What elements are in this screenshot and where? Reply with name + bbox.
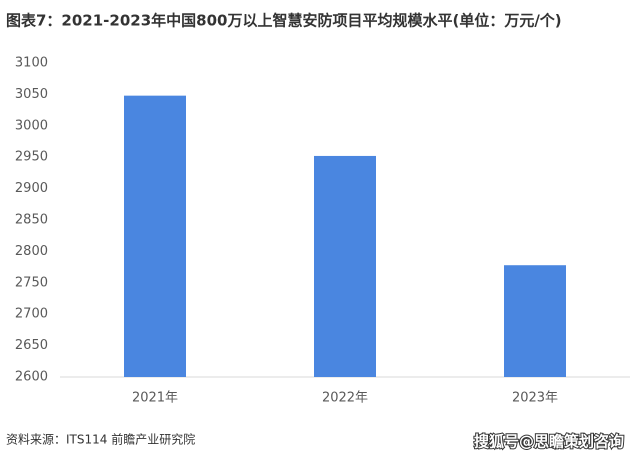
y-tick-label: 3050 — [15, 87, 48, 102]
chart-title: 图表7：2021-2023年中国800万以上智慧安防项目平均规模水平(单位：万元… — [6, 12, 562, 30]
y-tick-label: 2650 — [15, 338, 48, 353]
y-tick-label: 2750 — [15, 275, 48, 290]
x-tick-label: 2021年 — [132, 391, 178, 406]
x-tick-label: 2022年 — [322, 391, 368, 406]
y-tick-label: 2700 — [15, 307, 48, 322]
y-tick-label: 2850 — [15, 213, 48, 228]
y-tick-label: 2900 — [15, 181, 48, 196]
y-tick-label: 2950 — [15, 150, 48, 165]
y-tick-label: 3100 — [15, 56, 48, 71]
watermark: 搜狐号@思瞻策划咨询 — [474, 433, 624, 451]
y-tick-label: 3000 — [15, 118, 48, 133]
bar — [124, 95, 186, 377]
bar — [504, 265, 566, 377]
source: 资料来源：ITS114 前瞻产业研究院 — [6, 432, 195, 447]
bar — [314, 155, 376, 377]
y-tick-label: 2800 — [15, 244, 48, 259]
x-tick-label: 2023年 — [512, 391, 558, 406]
y-tick-label: 2600 — [15, 370, 48, 385]
